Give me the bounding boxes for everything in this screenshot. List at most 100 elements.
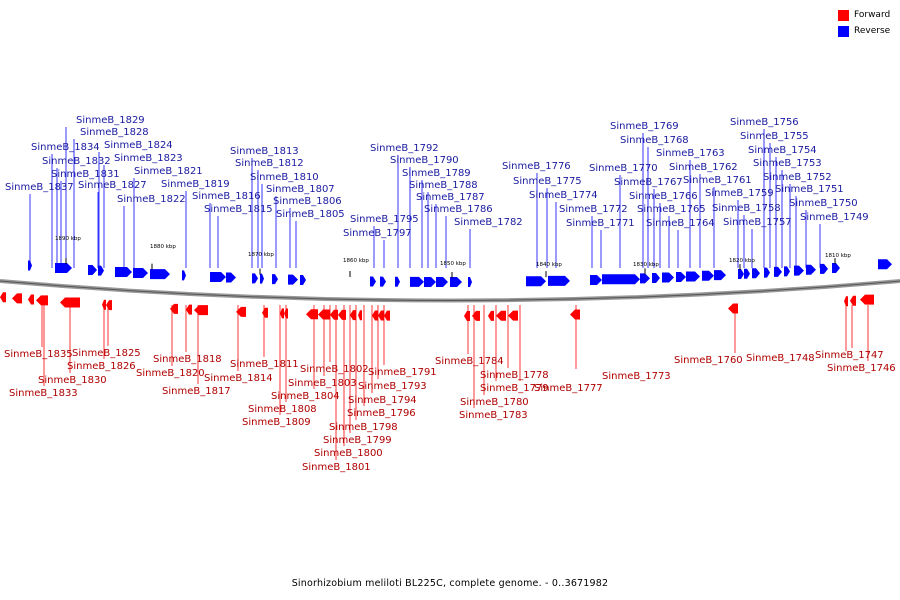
reverse-gene-label: SinmeB_1750 [789, 198, 858, 209]
forward-gene-arrow [860, 294, 874, 305]
scale-label: 1830 kbp [633, 262, 659, 268]
reverse-gene-arrow [182, 270, 186, 281]
reverse-gene-label: SinmeB_1762 [669, 162, 738, 173]
forward-gene-arrow [338, 309, 346, 320]
reverse-gene-label: SinmeB_1765 [637, 204, 706, 215]
gene-arrows [0, 259, 892, 321]
reverse-gene-label: SinmeB_1829 [76, 115, 145, 126]
reverse-gene-label: SinmeB_1764 [646, 218, 715, 229]
reverse-gene-arrow [752, 268, 760, 279]
reverse-gene-label: SinmeB_1787 [416, 192, 485, 203]
forward-gene-label: SinmeB_1808 [248, 404, 317, 415]
reverse-gene-arrow [676, 271, 686, 282]
forward-gene-arrow [728, 303, 738, 314]
forward-gene-label: SinmeB_1777 [534, 383, 603, 394]
reverse-gene-label: SinmeB_1792 [370, 143, 439, 154]
forward-gene-arrow [186, 304, 192, 315]
forward-gene-arrow [28, 294, 34, 305]
reverse-gene-label: SinmeB_1754 [748, 145, 817, 156]
reverse-gene-arrow [702, 270, 714, 281]
reverse-gene-label: SinmeB_1815 [204, 204, 273, 215]
reverse-gene-arrow [260, 273, 264, 284]
scale-label: 1880 kbp [150, 244, 176, 250]
reverse-gene-arrow [686, 271, 700, 282]
reverse-gene-label: SinmeB_1767 [614, 177, 683, 188]
reverse-gene-arrow [115, 266, 132, 277]
forward-gene-label: SinmeB_1796 [347, 408, 416, 419]
legend: Forward Reverse [838, 9, 900, 39]
reverse-gene-label: SinmeB_1757 [723, 217, 792, 228]
forward-gene-label: SinmeB_1746 [827, 363, 896, 374]
forward-gene-arrow [508, 310, 518, 321]
reverse-gene-label: SinmeB_1789 [402, 168, 471, 179]
reverse-gene-label: SinmeB_1768 [620, 135, 689, 146]
reverse-gene-arrow [300, 274, 306, 285]
reverse-gene-label: SinmeB_1816 [192, 191, 261, 202]
forward-gene-label: SinmeB_1802 [300, 364, 369, 375]
reverse-gene-arrow [395, 276, 400, 287]
forward-gene-label: SinmeB_1804 [271, 391, 340, 402]
reverse-gene-label: SinmeB_1790 [390, 155, 459, 166]
forward-gene-arrow [106, 300, 112, 311]
reverse-gene-label: SinmeB_1756 [730, 117, 799, 128]
forward-gene-arrow [570, 309, 580, 320]
reverse-gene-label: SinmeB_1776 [502, 161, 571, 172]
reverse-gene-arrow [820, 263, 828, 274]
reverse-gene-arrow [150, 269, 170, 280]
forward-gene-label: SinmeB_1773 [602, 371, 671, 382]
forward-gene-label: SinmeB_1809 [242, 417, 311, 428]
reverse-gene-label: SinmeB_1827 [78, 180, 147, 191]
forward-gene-label: SinmeB_1801 [302, 462, 371, 473]
reverse-gene-label: SinmeB_1834 [31, 142, 100, 153]
reverse-gene-label: SinmeB_1819 [161, 179, 230, 190]
scale-label: 1820 kbp [729, 258, 755, 264]
reverse-gene-arrow [210, 271, 226, 282]
forward-gene-label: SinmeB_1820 [136, 368, 205, 379]
reverse-gene-arrow [436, 276, 448, 287]
scale-labels: 1890 kbp 1880 kbp 1870 kbp 1860 kbp 1850 kbp… [55, 236, 851, 278]
reverse-gene-label: SinmeB_1837 [5, 182, 74, 193]
reverse-gene-label: SinmeB_1822 [117, 194, 186, 205]
reverse-gene-arrow [652, 273, 660, 284]
reverse-gene-label: SinmeB_1797 [343, 228, 412, 239]
forward-gene-arrow [102, 299, 106, 310]
reverse-gene-arrow [450, 276, 462, 287]
scale-label: 1860 kbp [343, 258, 369, 264]
reverse-gene-arrow [602, 274, 640, 285]
reverse-gene-arrow [548, 275, 570, 286]
forward-gene-label: SinmeB_1825 [72, 348, 141, 359]
legend-label-reverse: Reverse [854, 26, 891, 36]
reverse-gene-label: SinmeB_1812 [235, 158, 304, 169]
legend-label-forward: Forward [854, 10, 891, 20]
reverse-gene-label: SinmeB_1786 [424, 204, 493, 215]
reverse-gene-label: SinmeB_1821 [134, 166, 203, 177]
reverse-gene-label: SinmeB_1795 [350, 214, 419, 225]
reverse-gene-arrow [878, 259, 892, 270]
reverse-gene-label: SinmeB_1769 [610, 121, 679, 132]
forward-gene-arrow [488, 310, 494, 321]
genome-backbone-inner [0, 280, 900, 301]
forward-gene-label: SinmeB_1830 [38, 375, 107, 386]
reverse-gene-label: SinmeB_1788 [409, 180, 478, 191]
reverse-gene-label: SinmeB_1807 [266, 184, 335, 195]
reverse-gene-label: SinmeB_1775 [513, 176, 582, 187]
forward-gene-arrow [472, 310, 480, 321]
reverse-gene-arrow [764, 267, 770, 278]
reverse-gene-label: SinmeB_1771 [566, 218, 635, 229]
reverse-gene-arrow [468, 276, 472, 287]
forward-gene-label: SinmeB_1783 [459, 410, 528, 421]
forward-gene-arrow [194, 305, 208, 316]
forward-gene-label: SinmeB_1798 [329, 422, 398, 433]
forward-gene-label: SinmeB_1814 [204, 373, 273, 384]
reverse-gene-arrow [774, 266, 782, 277]
forward-gene-arrow [844, 296, 848, 307]
forward-gene-label: SinmeB_1760 [674, 355, 743, 366]
forward-swatch [838, 10, 849, 21]
forward-gene-arrow [262, 307, 268, 318]
forward-gene-arrow [850, 295, 856, 306]
reverse-gene-label: SinmeB_1763 [656, 148, 725, 159]
forward-gene-label: SinmeB_1794 [348, 395, 417, 406]
reverse-gene-label: SinmeB_1805 [276, 209, 345, 220]
reverse-gene-arrow [832, 263, 840, 274]
forward-gene-label: SinmeB_1826 [67, 361, 136, 372]
